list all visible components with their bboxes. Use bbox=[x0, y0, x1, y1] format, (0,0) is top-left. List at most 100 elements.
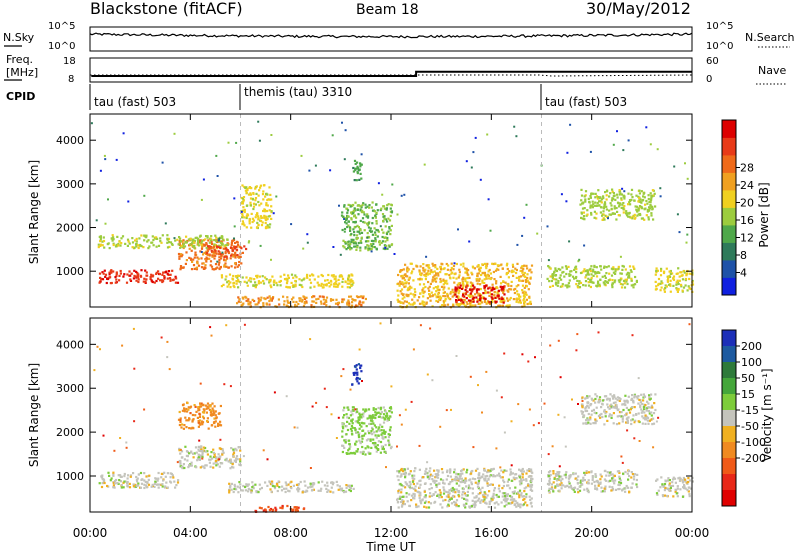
velocity-cell bbox=[379, 423, 382, 426]
power-cell bbox=[460, 298, 463, 301]
velocity-cell bbox=[442, 499, 445, 502]
power-cell bbox=[616, 210, 619, 213]
power-cell bbox=[454, 290, 457, 293]
power-cell bbox=[346, 241, 349, 244]
power-cell bbox=[350, 232, 353, 236]
power-cell bbox=[268, 295, 271, 298]
power-cell bbox=[374, 233, 377, 236]
velocity-cell bbox=[381, 436, 384, 439]
power-cell bbox=[555, 283, 558, 286]
power-cell bbox=[117, 244, 120, 247]
velocity-cell bbox=[350, 424, 353, 428]
velocity-cell bbox=[587, 412, 590, 416]
power-cell bbox=[465, 286, 468, 289]
power-cell bbox=[422, 292, 425, 295]
power-cell bbox=[684, 162, 686, 165]
velocity-cell bbox=[357, 382, 360, 385]
velocity-cell bbox=[233, 487, 236, 491]
velocity-cell bbox=[181, 404, 185, 407]
power-cell bbox=[406, 304, 409, 307]
power-cell bbox=[321, 295, 324, 298]
power-cell bbox=[612, 194, 615, 198]
power-cell bbox=[406, 289, 409, 292]
power-cell bbox=[442, 267, 445, 271]
velocity-cell bbox=[455, 503, 458, 506]
power-cell bbox=[267, 198, 270, 201]
power-cell bbox=[570, 270, 573, 273]
power-cell bbox=[243, 216, 246, 219]
power-cell bbox=[334, 275, 337, 278]
velocity-cell bbox=[479, 492, 482, 495]
velocity-cell bbox=[463, 497, 466, 500]
power-cell bbox=[628, 265, 632, 268]
power-cell bbox=[366, 244, 369, 247]
velocity-cell bbox=[548, 487, 551, 490]
velocity-cell bbox=[169, 481, 173, 484]
power-cell bbox=[216, 266, 219, 269]
velocity-cell bbox=[423, 505, 426, 508]
power-cell bbox=[464, 271, 467, 274]
power-cell bbox=[439, 265, 442, 268]
power-cell bbox=[174, 239, 177, 242]
velocity-cell bbox=[477, 476, 480, 480]
power-cell bbox=[329, 298, 333, 301]
power-cell bbox=[189, 237, 192, 240]
velocity-cell bbox=[132, 327, 135, 330]
velocity-cell bbox=[435, 485, 438, 488]
velocity-cell bbox=[309, 482, 312, 485]
velocity-cell bbox=[565, 476, 568, 479]
power-cell bbox=[254, 284, 257, 287]
velocity-cell bbox=[214, 420, 217, 423]
power-cell bbox=[477, 294, 480, 297]
power-cell bbox=[630, 193, 633, 196]
power-cell bbox=[368, 247, 371, 250]
velocity-cell bbox=[408, 480, 411, 484]
power-cell bbox=[638, 192, 641, 195]
power-cell bbox=[479, 302, 482, 305]
velocity-cell bbox=[453, 503, 457, 506]
power-cell bbox=[233, 285, 236, 289]
velocity-cell bbox=[502, 479, 505, 482]
power-cell bbox=[682, 286, 686, 289]
power-cell bbox=[247, 302, 250, 305]
power-cell bbox=[201, 262, 204, 265]
power-cell bbox=[287, 274, 290, 277]
velocity-cell bbox=[436, 469, 439, 472]
velocity-cell bbox=[615, 423, 619, 426]
power-cell bbox=[565, 200, 568, 203]
power-cell bbox=[613, 281, 616, 284]
power-cell bbox=[262, 209, 265, 213]
power-cell bbox=[144, 269, 147, 272]
velocity-cell bbox=[146, 481, 149, 484]
velocity-cell bbox=[359, 364, 362, 367]
velocity-cell bbox=[453, 468, 456, 471]
velocity-cell bbox=[123, 472, 126, 476]
power-cell bbox=[97, 243, 100, 246]
power-cell bbox=[251, 217, 254, 220]
velocity-cell bbox=[656, 493, 659, 496]
velocity-cell bbox=[345, 484, 348, 487]
velocity-cell bbox=[348, 442, 351, 446]
power-cell bbox=[210, 247, 213, 250]
power-cell bbox=[634, 283, 637, 286]
velocity-cell bbox=[478, 472, 481, 475]
power-cell bbox=[110, 271, 113, 274]
power-cell bbox=[649, 203, 652, 207]
velocity-cell bbox=[214, 414, 217, 417]
power-cell bbox=[101, 278, 105, 281]
power-cell bbox=[183, 245, 187, 248]
power-cell bbox=[352, 209, 355, 212]
power-cell bbox=[224, 250, 227, 253]
velocity-cell bbox=[145, 486, 148, 489]
velocity-cell bbox=[641, 422, 644, 425]
power-cell bbox=[381, 228, 384, 231]
power-cell bbox=[604, 191, 607, 194]
power-cell bbox=[676, 279, 679, 282]
power-cell bbox=[367, 247, 370, 250]
power-cell bbox=[359, 172, 362, 175]
velocity-cell bbox=[182, 427, 185, 430]
velocity-cell bbox=[344, 441, 347, 444]
power-cell bbox=[523, 304, 526, 307]
power-cell bbox=[421, 300, 424, 303]
power-cell bbox=[525, 298, 528, 301]
